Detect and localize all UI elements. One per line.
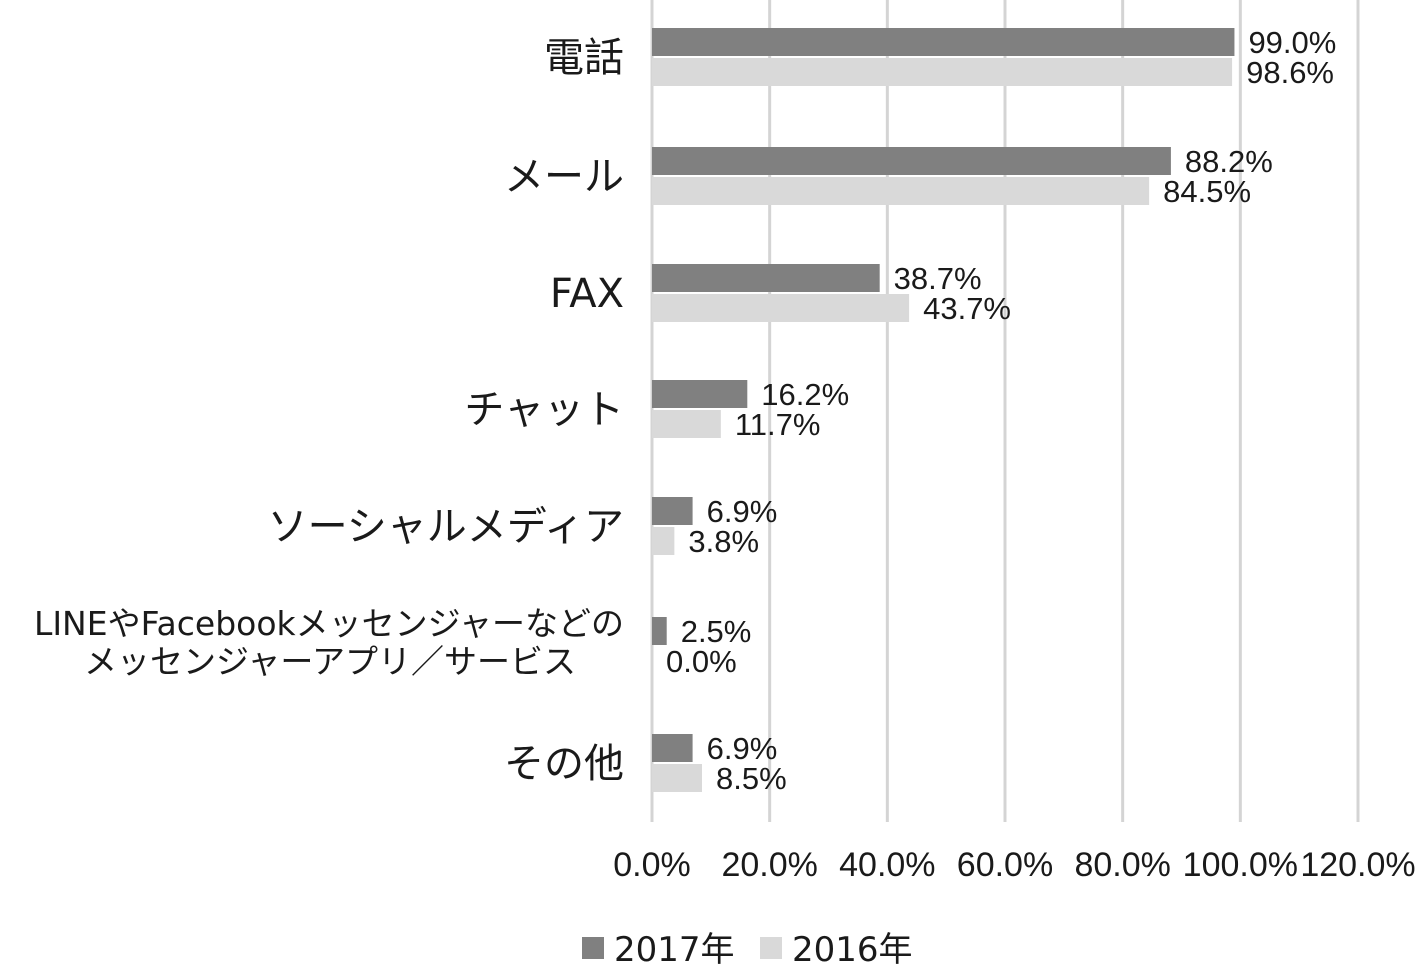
bar-2016-1 <box>652 177 1150 205</box>
x-tick-label: 0.0% <box>613 846 691 884</box>
x-tick-label: 20.0% <box>721 846 817 884</box>
data-label: 98.6% <box>1246 55 1334 90</box>
data-label: 38.7% <box>894 261 982 296</box>
data-label: 8.5% <box>716 761 787 796</box>
category-label: 電話 <box>544 35 624 81</box>
data-label: 84.5% <box>1163 174 1251 209</box>
bar-2017-5 <box>652 617 667 645</box>
bar-2017-0 <box>652 28 1235 56</box>
legend: 2017年 2016年 <box>582 930 913 970</box>
bar-2017-2 <box>652 264 880 292</box>
legend-label: 2017年 <box>614 930 735 970</box>
bar-2016-4 <box>652 527 675 555</box>
gridlines <box>650 0 1360 822</box>
bar-2016-3 <box>652 410 721 438</box>
category-label: LINEやFacebookメッセンジャーなどのメッセンジャーアプリ／サービス <box>34 604 624 681</box>
data-label: 3.8% <box>688 524 759 559</box>
x-tick-label: 60.0% <box>957 846 1053 884</box>
legend-label: 2016年 <box>792 930 913 970</box>
x-tick-label: 120.0% <box>1300 846 1415 884</box>
x-tick-label: 80.0% <box>1074 846 1170 884</box>
data-label: 6.9% <box>707 731 778 766</box>
data-label: 99.0% <box>1248 25 1336 60</box>
data-label: 0.0% <box>666 644 737 679</box>
data-label: 88.2% <box>1185 144 1273 179</box>
x-axis-ticks: 0.0% 20.0% 40.0% 60.0% 80.0% 100.0% 120.0% <box>613 846 1415 884</box>
data-labels: 99.0%98.6% 88.2%84.5% 38.7%43.7% 16.2%11.7%… <box>666 25 1336 796</box>
data-label: 6.9% <box>707 494 778 529</box>
category-label: その他 <box>504 741 624 787</box>
legend-swatch-2017 <box>582 937 604 959</box>
data-label: 43.7% <box>923 291 1011 326</box>
category-label: メール <box>504 154 624 200</box>
bar-2016-6 <box>652 764 703 792</box>
x-tick-label: 40.0% <box>839 846 935 884</box>
category-label: チャット <box>464 387 624 433</box>
bar-2016-2 <box>652 294 910 322</box>
x-tick-label: 100.0% <box>1183 846 1298 884</box>
bar-2017-3 <box>652 380 748 408</box>
bars <box>652 28 1235 792</box>
bar-2017-4 <box>652 497 693 525</box>
legend-swatch-2016 <box>760 937 782 959</box>
category-label: FAX <box>550 271 624 317</box>
category-label: ソーシャルメディア <box>268 504 624 550</box>
data-label: 16.2% <box>761 377 849 412</box>
bar-2016-0 <box>652 58 1233 86</box>
bar-2017-6 <box>652 734 693 762</box>
bar-2017-1 <box>652 147 1171 175</box>
data-label: 2.5% <box>681 614 752 649</box>
data-label: 11.7% <box>735 407 821 442</box>
